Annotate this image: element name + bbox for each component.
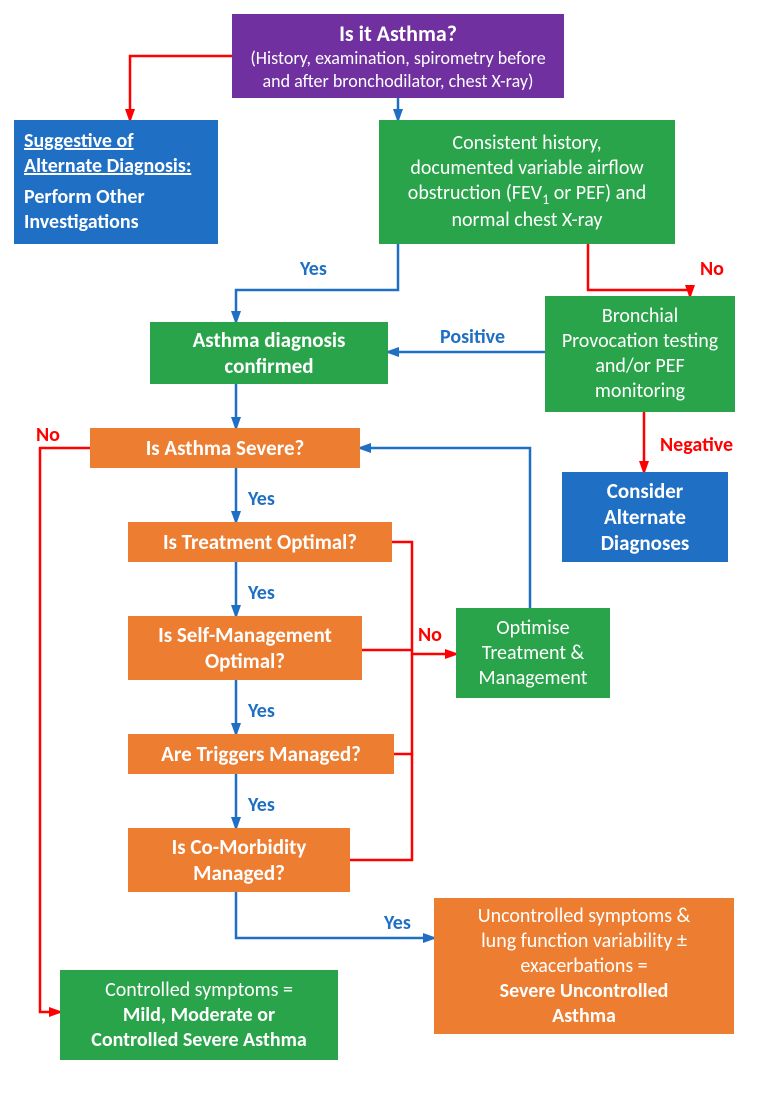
edge-label: No: [418, 624, 442, 646]
edge-label: Yes: [300, 258, 327, 280]
node-alt_diag: Suggestive of Alternate Diagnosis: Perfor…: [14, 120, 218, 244]
edge-label: Yes: [248, 582, 275, 604]
node-line: Is Co-Morbidity: [172, 834, 307, 860]
node-line: Management: [479, 666, 588, 691]
node-text: Is Asthma Severe?: [146, 435, 305, 461]
node-text: Is Treatment Optimal?: [163, 529, 357, 555]
node-title: Suggestive of Alternate Diagnosis:: [24, 129, 208, 179]
edge-label: Yes: [384, 912, 411, 934]
edge: [130, 56, 232, 120]
node-line: and/or PEF: [595, 354, 684, 379]
edge-label: No: [700, 258, 724, 280]
edge: [394, 654, 412, 754]
node-text: Are Triggers Managed?: [161, 741, 361, 767]
node-line: Optimal?: [205, 648, 285, 674]
edge: [588, 244, 690, 296]
flowchart-canvas: Yes No Positive Negative No Yes Yes Yes Yes No Yes…: [0, 0, 768, 1110]
node-line: Uncontrolled symptoms &: [478, 904, 690, 929]
node-line: Is Self-Management: [158, 622, 332, 648]
node-optimise: OptimiseTreatment &Management: [456, 608, 610, 698]
node-line: Mild, Moderate or: [123, 1003, 275, 1028]
node-line: monitoring: [595, 379, 685, 404]
node-treatment: Is Treatment Optimal?: [128, 522, 392, 562]
node-line: Controlled Severe Asthma: [91, 1028, 307, 1053]
node-consider_alt: ConsiderAlternateDiagnoses: [562, 472, 728, 562]
fev-subscript: 1: [542, 191, 549, 208]
node-line: Alternate: [604, 504, 686, 530]
node-line: Severe Uncontrolled: [500, 979, 669, 1004]
edge: [40, 448, 90, 1012]
edge-label: No: [36, 424, 60, 446]
node-subtitle: (History, examination, spirometry before…: [242, 47, 554, 92]
node-title: Is it Asthma?: [339, 20, 457, 48]
node-line: confirmed: [224, 353, 313, 379]
node-bronchial: BronchialProvocation testingand/or PEFmo…: [545, 296, 735, 412]
edge-label: Positive: [440, 326, 505, 348]
node-line: exacerbations =: [520, 954, 647, 979]
node-line: Asthma diagnosis: [193, 327, 346, 353]
node-line: Asthma: [552, 1004, 616, 1029]
node-line: Provocation testing: [562, 329, 718, 354]
edge-label: Negative: [660, 434, 733, 456]
node-controlled: Controlled symptoms =Mild, Moderate orCo…: [60, 970, 338, 1060]
node-start: Is it Asthma?(History, examination, spir…: [232, 14, 564, 98]
node-text: Consistent history,documented variable a…: [408, 131, 646, 234]
node-line: Optimise: [496, 616, 569, 641]
node-line: Bronchial: [602, 304, 678, 329]
node-triggers: Are Triggers Managed?: [128, 734, 394, 774]
node-consistent: Consistent history,documented variable a…: [379, 120, 675, 244]
node-line: Managed?: [193, 860, 285, 886]
edge-label: Yes: [248, 794, 275, 816]
node-confirmed: Asthma diagnosisconfirmed: [150, 322, 388, 384]
node-comorbid: Is Co-MorbidityManaged?: [128, 828, 350, 892]
node-subtitle: Perform Other Investigations: [24, 185, 208, 235]
node-line: Controlled symptoms =: [105, 978, 293, 1003]
node-line: Consider: [607, 478, 684, 504]
edge-label: Yes: [248, 488, 275, 510]
edge-label: Yes: [248, 700, 275, 722]
node-uncontrolled: Uncontrolled symptoms &lung function var…: [434, 898, 734, 1034]
edge: [236, 244, 398, 322]
node-selfmgmt: Is Self-ManagementOptimal?: [128, 616, 362, 680]
node-severe: Is Asthma Severe?: [90, 428, 360, 468]
node-line: Diagnoses: [601, 530, 690, 556]
node-line: lung function variability ±: [481, 929, 687, 954]
node-line: Treatment &: [482, 641, 584, 666]
